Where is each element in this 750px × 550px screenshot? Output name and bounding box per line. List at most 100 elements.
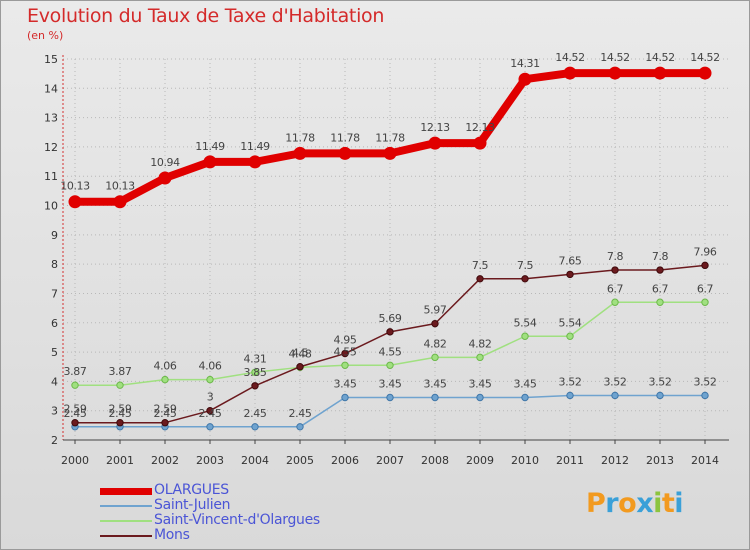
data-point-saint-julien	[701, 391, 709, 400]
legend-label-olargues: OLARGUES	[154, 482, 229, 498]
data-label-olargues: 11.49	[240, 140, 270, 153]
data-point-saint-julien	[656, 391, 664, 400]
data-label-mons: 7.8	[607, 250, 624, 263]
y-tick-label: 4	[51, 375, 58, 388]
data-label-saint-vincent: 4.82	[469, 337, 492, 350]
data-point-mons	[116, 419, 124, 427]
data-point-saint-julien	[386, 393, 394, 402]
legend-item-mons: Mons	[100, 527, 360, 544]
x-tick-label: 2010	[511, 454, 539, 467]
y-tick-label: 9	[51, 229, 58, 242]
data-point-mons	[161, 419, 169, 427]
data-point-saint-vincent	[71, 381, 79, 389]
y-tick-label: 15	[44, 53, 58, 66]
y-tick-label: 12	[44, 141, 58, 154]
x-tick-label: 2013	[646, 454, 674, 467]
proxiti-logo-letter: r	[605, 488, 619, 519]
data-point-olargues	[608, 66, 622, 80]
data-label-saint-vincent: 5.54	[514, 316, 537, 329]
data-label-mons: 7.8	[652, 250, 669, 263]
data-label-saint-julien: 2.45	[64, 407, 87, 420]
x-tick-label: 2004	[241, 454, 269, 467]
x-tick-label: 2012	[601, 454, 629, 467]
data-point-mons	[296, 363, 304, 371]
data-label-olargues: 12.13	[465, 121, 495, 134]
data-point-saint-vincent	[566, 332, 574, 340]
y-tick-label: 11	[44, 170, 58, 183]
legend-label-saint-vincent: Saint-Vincent-d'Olargues	[154, 512, 320, 528]
data-label-saint-vincent: 4.55	[379, 345, 402, 358]
proxiti-logo-letter: i	[674, 488, 684, 519]
data-point-olargues	[248, 155, 262, 169]
data-label-olargues: 14.52	[645, 51, 675, 64]
proxiti-logo-letter: P	[586, 488, 606, 519]
data-label-saint-vincent: 5.54	[559, 316, 582, 329]
data-labels-layer: 10.13 10.13 10.94 11.49 11.49 11.78 11.78 11.78…	[60, 51, 720, 420]
data-label-saint-julien: 3.45	[514, 378, 537, 391]
data-point-saint-vincent	[521, 332, 529, 340]
data-label-olargues: 12.13	[420, 121, 450, 134]
x-tick-label: 2008	[421, 454, 449, 467]
data-point-saint-julien	[341, 393, 349, 402]
data-label-olargues: 10.13	[105, 180, 135, 193]
data-point-mons	[476, 275, 484, 283]
data-point-saint-julien	[206, 423, 214, 431]
data-point-saint-vincent	[161, 375, 169, 384]
data-label-saint-julien: 3.45	[469, 378, 492, 391]
data-point-saint-vincent	[476, 353, 484, 362]
proxiti-logo-letter: i	[653, 488, 662, 519]
data-point-saint-julien	[476, 393, 484, 402]
y-tick-label: 13	[44, 112, 58, 125]
x-tick-label: 2007	[376, 454, 404, 467]
data-point-saint-vincent	[386, 361, 394, 369]
data-point-olargues	[338, 146, 352, 160]
proxiti-logo-letter: t	[661, 488, 675, 519]
y-unit-label: (en %)	[27, 29, 64, 42]
series-layer	[68, 66, 712, 431]
data-point-olargues	[653, 66, 667, 80]
data-label-saint-vincent: 4.31	[244, 352, 267, 365]
data-point-olargues	[158, 171, 172, 185]
data-point-mons	[611, 266, 619, 274]
data-label-saint-julien: 3.45	[334, 378, 357, 391]
data-label-saint-vincent: 4.82	[424, 337, 447, 350]
data-label-saint-julien: 3.45	[424, 378, 447, 391]
data-label-mons: 3	[207, 391, 214, 404]
data-point-olargues	[68, 195, 82, 209]
data-point-saint-vincent	[656, 298, 664, 306]
data-point-saint-julien	[431, 393, 439, 402]
data-point-mons	[341, 349, 349, 358]
data-label-mons: 5.97	[424, 304, 447, 317]
chart-title: Evolution du Taux de Taxe d'Habitation	[27, 5, 385, 27]
legend-swatch-saint-julien	[100, 505, 152, 507]
data-label-olargues: 10.94	[150, 156, 180, 169]
data-label-saint-julien: 3.45	[379, 378, 402, 391]
data-label-saint-julien: 3.52	[604, 375, 627, 388]
data-point-saint-vincent	[251, 368, 259, 376]
y-tick-label: 8	[51, 258, 58, 271]
y-tick-label: 7	[51, 287, 58, 300]
data-point-olargues	[428, 136, 442, 150]
data-label-mons: 7.5	[517, 259, 534, 272]
y-tick-label: 2	[51, 434, 58, 447]
data-point-olargues	[698, 66, 712, 80]
x-tick-label: 2009	[466, 454, 494, 467]
data-point-saint-julien	[611, 391, 619, 400]
x-tick-label: 2006	[331, 454, 359, 467]
data-point-mons	[386, 328, 394, 336]
data-point-mons	[566, 270, 574, 279]
data-label-olargues: 14.52	[690, 51, 720, 64]
data-label-saint-julien: 3.52	[559, 375, 582, 388]
data-point-olargues	[383, 146, 397, 160]
data-label-saint-julien: 3.52	[649, 375, 672, 388]
data-point-saint-vincent	[611, 298, 619, 306]
legend-item-olargues: OLARGUES	[100, 482, 360, 499]
data-point-saint-julien	[251, 423, 259, 431]
data-label-saint-vincent: 4.06	[154, 360, 177, 373]
data-label-saint-julien: 2.45	[289, 407, 312, 420]
data-point-mons	[701, 261, 709, 270]
data-point-mons	[71, 419, 79, 427]
legend-swatch-mons	[100, 535, 152, 537]
